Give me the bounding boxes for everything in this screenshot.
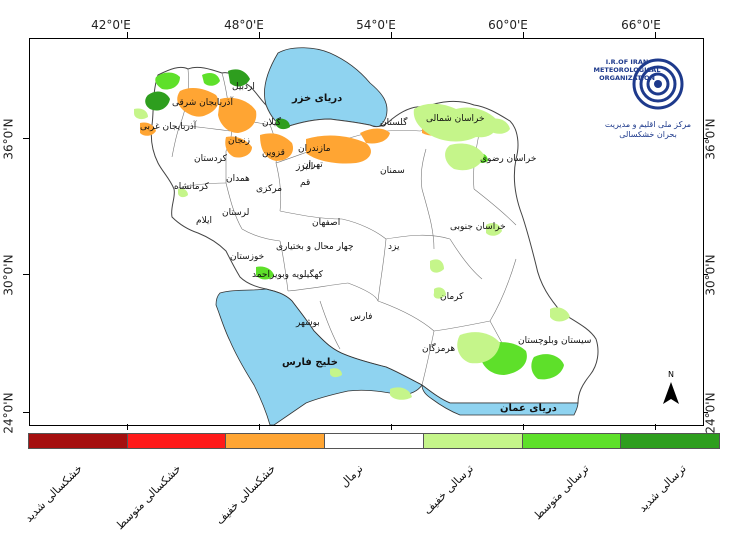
- legend-swatch-mild-wet: [423, 434, 523, 448]
- legend-bar: [28, 433, 720, 449]
- label-markazi: مرکزی: [256, 184, 282, 194]
- legend-label-moderate-drought: خشکسالی متوسط: [113, 462, 184, 533]
- legend-label-severe-wet: ترسالی شدید: [636, 462, 689, 515]
- label-ardabil: اردبیل: [232, 82, 255, 92]
- lat-label-24-right: 24°0'N: [703, 392, 718, 434]
- label-isfahan: اصفهان: [312, 218, 340, 228]
- lat-label-36-left: 36°0'N: [1, 118, 16, 160]
- label-gilan: گیلان: [262, 116, 282, 128]
- lon-label-48: 48°0'E: [224, 18, 264, 32]
- label-south-khorasan: خراسان جنوبی: [450, 222, 506, 232]
- oman-sea-label: دریای عمان: [500, 403, 557, 414]
- label-sistan: سیستان وبلوچستان: [518, 336, 591, 346]
- lat-label-24-left: 24°0'N: [1, 392, 16, 434]
- logo-persian-text: مرکز ملی اقلیم و مدیریت بحران خشکسالی: [604, 120, 692, 139]
- label-west-azerbaijan: آذربایجان غربی: [140, 120, 197, 132]
- label-chaharmahal: چهار محال و بختیاری: [276, 242, 354, 252]
- label-mazandaran: مازندران: [298, 144, 331, 154]
- label-north-khorasan: خراسان شمالی: [426, 114, 485, 124]
- label-ilam: ایلام: [196, 216, 212, 226]
- lat-label-30-right: 30°0'N: [703, 254, 718, 296]
- legend-label-normal: نرمال: [337, 462, 366, 490]
- legend-swatch-moderate-wet: [522, 434, 622, 448]
- label-lorestan: لرستان: [222, 208, 249, 218]
- legend-swatch-severe-drought: [29, 434, 128, 448]
- label-east-azerbaijan: آذربایجان شرقی: [172, 96, 233, 108]
- logo-english-text: I.R.OF IRAN METEOROLOGICAL ORGANIZATION: [593, 58, 661, 82]
- lon-label-66: 66°0'E: [621, 18, 661, 32]
- province-boundaries: [171, 68, 517, 386]
- caspian-sea: [264, 47, 388, 129]
- legend-label-mild-wet: ترسالی خفیف: [420, 462, 476, 518]
- lon-label-60: 60°0'E: [488, 18, 528, 32]
- legend-label-severe-drought: خشکسالی شدید: [22, 462, 85, 525]
- label-alborz: البرز: [295, 162, 313, 172]
- legend-label-mild-drought: خشکسالی خفیف: [213, 462, 279, 528]
- label-qazvin: قزوین: [262, 148, 285, 158]
- label-yazd: یزد: [388, 242, 400, 252]
- iran-map: دریای خزر خلیج فارس دریای عمان اردبیل آذ…: [134, 47, 599, 425]
- map-frame: دریای خزر خلیج فارس دریای عمان اردبیل آذ…: [29, 38, 704, 426]
- label-fars: فارس: [350, 312, 372, 322]
- label-qom: قم: [300, 178, 310, 188]
- legend-swatch-mild-drought: [226, 434, 326, 448]
- label-hormozgan: هرمزگان: [422, 342, 455, 354]
- lon-label-42: 42°0'E: [91, 18, 131, 32]
- gulf-of-oman: [421, 384, 579, 416]
- label-kerman: کرمان: [440, 292, 464, 302]
- caspian-label: دریای خزر: [291, 93, 342, 104]
- label-kohgiluyeh: کهگیلویه وبویراحمد: [252, 268, 324, 280]
- lon-label-54: 54°0'E: [356, 18, 396, 32]
- legend-swatch-severe-wet: [621, 434, 720, 448]
- north-label: N: [668, 370, 674, 379]
- label-semnan: سمنان: [380, 166, 405, 176]
- persian-gulf-label: خلیج فارس: [282, 357, 338, 368]
- legend-swatch-moderate-drought: [127, 434, 227, 448]
- north-arrow-icon: N: [663, 370, 679, 404]
- label-kurdistan: کردستان: [194, 154, 228, 164]
- label-bushehr: بوشهر: [295, 318, 320, 328]
- condition-patches: [134, 69, 570, 400]
- label-hamadan: همدان: [226, 174, 250, 184]
- province-labels: اردبیل آذربایجان شرقی آذربایجان غربی زنج…: [140, 82, 591, 354]
- legend-label-moderate-wet: ترسالی متوسط: [531, 462, 592, 523]
- legend-swatch-normal: [325, 434, 424, 448]
- label-razavi-khorasan: خراسان رضوی: [480, 154, 536, 164]
- label-golestan: گلستان: [380, 116, 408, 128]
- lat-label-36-right: 36°0'N: [703, 118, 718, 160]
- label-zanjan: زنجان: [228, 136, 250, 146]
- label-kermanshah: کرمانشاه: [174, 182, 210, 192]
- iran-outline: [150, 66, 599, 404]
- label-khuzestan: خوزستان: [230, 252, 264, 262]
- meteorological-organization-logo: [632, 58, 684, 110]
- label-tehran: تهران: [302, 160, 323, 170]
- lat-label-30-left: 30°0'N: [1, 254, 16, 296]
